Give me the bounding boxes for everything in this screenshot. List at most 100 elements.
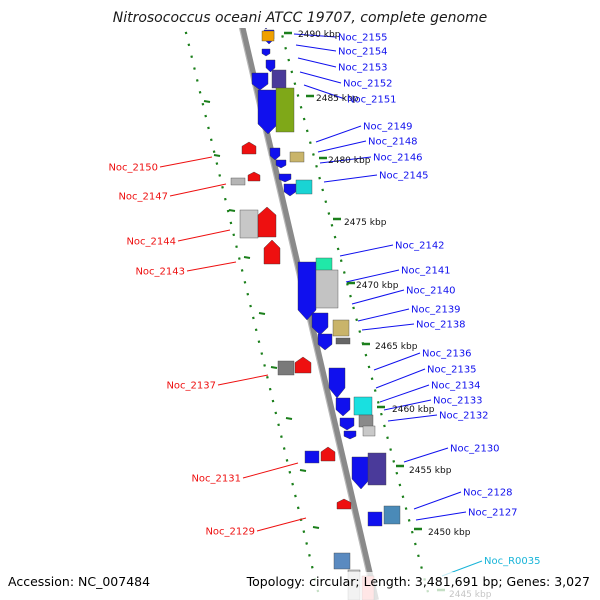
scale-label: 2455 kbp [409,466,452,476]
leader-line [295,44,337,52]
forward-gene [275,159,287,169]
reverse-gene [247,171,261,182]
reverse-gene [294,356,312,374]
leader-line [317,140,367,153]
gene-box [335,337,351,345]
gene-label-forward[interactable]: Noc_2135 [427,365,477,376]
gene-label-forward[interactable]: Noc_2141 [401,266,451,277]
leader-line [415,511,467,521]
gene-box [277,360,295,376]
leader-line [315,125,362,143]
gene-label-reverse[interactable]: Noc_2150 [108,163,158,174]
gene-label-forward[interactable]: Noc_2134 [431,381,481,392]
leader-line [256,517,307,532]
gene-label-forward[interactable]: Noc_2146 [373,153,423,164]
gene-box [367,452,387,486]
scale-label: 2450 kbp [428,528,471,538]
forward-gene [283,183,297,197]
scale-label: 2480 kbp [328,156,371,166]
forward-gene [343,430,357,440]
gene-label-forward[interactable]: Noc_2132 [439,411,489,422]
gene-box [275,87,295,133]
gene-label-forward[interactable]: Noc_2128 [463,488,513,499]
forward-gene [335,397,351,417]
guide-dash [243,256,251,259]
gene-label-forward[interactable]: Noc_2148 [368,137,418,148]
leader-line [186,261,237,272]
gene-label-forward[interactable]: Noc_2153 [338,63,388,74]
gene-label-reverse[interactable]: Noc_2144 [126,237,176,248]
gene-label-forward[interactable]: Noc_2133 [433,396,483,407]
forward-gene [328,367,346,399]
leader-line [413,491,462,510]
gene-label-reverse[interactable]: Noc_2129 [205,527,255,538]
gene-label-forward[interactable]: Noc_2138 [416,320,466,331]
left-dotted-guide [181,19,322,600]
forward-gene [339,417,355,431]
guide-dash [258,312,266,315]
reverse-gene [241,141,257,155]
leader-line [373,352,421,371]
reverse-gene [320,446,336,462]
gene-box [289,151,305,163]
leader-line [339,244,394,257]
leader-line [357,308,410,322]
scale-label: 2475 kbp [344,218,387,228]
leader-line [297,57,337,68]
gene-label-reverse[interactable]: Noc_2131 [191,474,241,485]
gene-box [358,414,374,428]
gene-box [295,179,313,195]
accession-text: Accession: NC_007484 [8,574,150,589]
gene-box [362,425,376,437]
leader-line [169,183,227,197]
guide-dash [312,526,320,529]
leader-line [345,269,400,283]
forward-gene [251,72,269,91]
leader-line [177,229,231,242]
gene-label-reverse[interactable]: Noc_2147 [118,192,168,203]
gene-label-forward[interactable]: Noc_2140 [406,286,456,297]
gene-label-forward[interactable]: Noc_2136 [422,349,472,360]
gene-box [230,177,246,186]
leader-line [387,414,438,422]
guide-dash [228,209,236,212]
gene-box [332,319,350,337]
gene-label-forward[interactable]: Noc_2130 [450,444,500,455]
rna-label[interactable]: Noc_R0035 [484,556,541,567]
guide-dash [203,100,211,103]
gene-box [315,269,339,309]
leader-line [383,399,432,411]
gene-label-forward[interactable]: Noc_2152 [343,79,393,90]
leader-line [299,71,342,84]
gene-label-reverse[interactable]: Noc_2137 [166,381,216,392]
gene-label-forward[interactable]: Noc_2127 [468,508,518,519]
gene-label-reverse[interactable]: Noc_2143 [135,267,185,278]
gene-label-forward[interactable]: Noc_2149 [363,122,413,133]
scale-label: 2470 kbp [356,281,399,291]
gene-label-forward[interactable]: Noc_2155 [338,33,388,44]
gene-label-forward[interactable]: Noc_2142 [395,241,445,252]
leader-line [217,374,269,386]
scale-label: 2460 kbp [392,405,435,415]
gene-label-forward[interactable]: Noc_2145 [379,171,429,182]
gene-label-forward[interactable]: Noc_2151 [347,95,397,106]
gene-box [383,505,401,525]
leader-line [293,33,337,38]
forward-gene [311,312,329,336]
reverse-gene [263,239,281,265]
forward-gene [317,333,333,351]
gene-label-forward[interactable]: Noc_2154 [338,47,388,58]
leader-line [319,156,372,164]
guide-dash [270,366,278,369]
guide-dash [299,469,307,472]
guide-dash [285,417,293,420]
scale-label: 2485 kbp [316,94,359,104]
gene-box [353,396,373,416]
leader-line [159,156,213,168]
leader-line [351,289,405,305]
forward-gene [278,173,292,183]
forward-gene [269,147,281,161]
leader-line [403,447,449,463]
gene-label-forward[interactable]: Noc_2139 [411,305,461,316]
